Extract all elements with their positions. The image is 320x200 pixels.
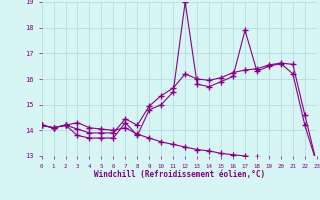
X-axis label: Windchill (Refroidissement éolien,°C): Windchill (Refroidissement éolien,°C)	[94, 170, 265, 179]
